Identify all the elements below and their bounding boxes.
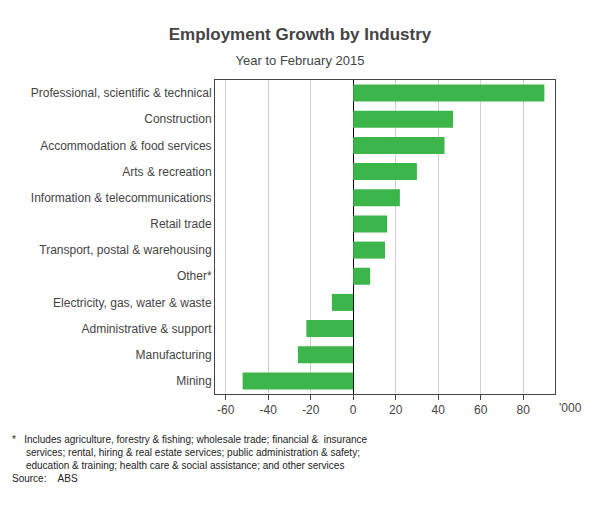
svg-text:Other*: Other* (177, 269, 212, 283)
svg-text:-20: -20 (302, 403, 320, 417)
svg-text:Retail trade: Retail trade (150, 217, 212, 231)
svg-text:* Includes agriculture, fore: * Includes agriculture, forestry & fishi… (12, 434, 368, 484)
svg-text:40: 40 (431, 403, 445, 417)
svg-text:'000: '000 (559, 401, 582, 415)
svg-text:-40: -40 (259, 403, 277, 417)
svg-text:Administrative & support: Administrative & support (82, 322, 213, 336)
svg-text:Electricity, gas, water & wast: Electricity, gas, water & waste (53, 296, 212, 310)
svg-text:Employment Growth by Industry: Employment Growth by Industry (169, 25, 432, 44)
svg-text:80: 80 (516, 403, 530, 417)
svg-text:0: 0 (350, 403, 357, 417)
svg-text:Mining: Mining (176, 374, 211, 388)
svg-text:60: 60 (474, 403, 488, 417)
svg-text:Information & telecommunicatio: Information & telecommunications (31, 191, 212, 205)
svg-text:Construction: Construction (144, 112, 211, 126)
svg-text:Accommodation & food services: Accommodation & food services (40, 139, 211, 153)
svg-text:Professional, scientific & tec: Professional, scientific & technical (31, 86, 212, 100)
svg-text:Arts & recreation: Arts & recreation (122, 165, 211, 179)
svg-text:-60: -60 (217, 403, 235, 417)
svg-text:20: 20 (389, 403, 403, 417)
svg-text:Manufacturing: Manufacturing (136, 348, 212, 362)
svg-text:Year to February 2015: Year to February 2015 (236, 53, 365, 68)
svg-text:Transport, postal & warehousin: Transport, postal & warehousing (39, 243, 211, 257)
